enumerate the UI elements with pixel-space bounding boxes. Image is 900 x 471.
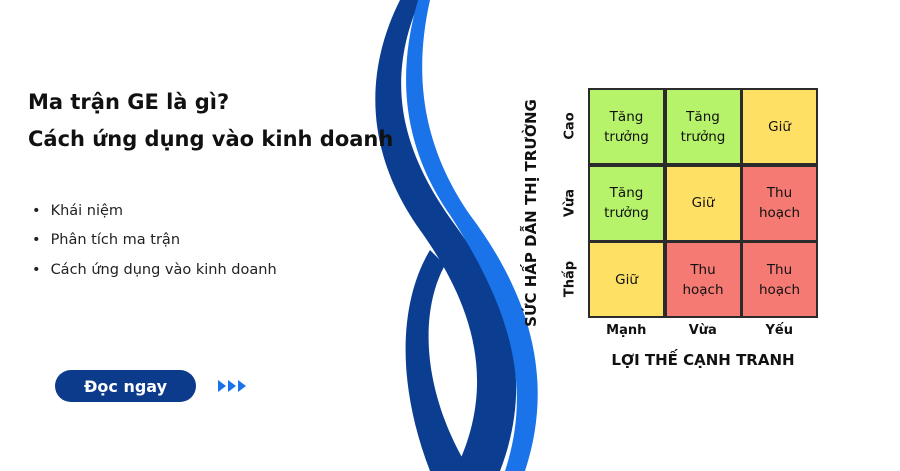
x-axis-label: LỢI THẾ CẠNH TRANH — [611, 351, 795, 369]
matrix-cell: Tăng trưởng — [588, 164, 665, 242]
matrix-cell: Tăng trưởng — [588, 88, 665, 165]
row-label: Thấp — [562, 261, 578, 298]
read-now-button[interactable]: Đọc ngay — [55, 370, 196, 402]
row-label: Cao — [562, 112, 578, 140]
column-label: Yếu — [765, 323, 794, 338]
matrix-cell: Tăng trưởng — [664, 88, 742, 165]
title-line: Ma trận GE là gì? — [28, 90, 230, 114]
matrix-cell: Giữ — [664, 164, 742, 242]
bullet-item: Khái niệm — [32, 203, 124, 219]
matrix-cell: Thu hoạch — [741, 164, 818, 242]
bullet-item: Phân tích ma trận — [32, 232, 180, 248]
ribbon-dark — [375, 0, 517, 471]
title-line: Cách ứng dụng vào kinh doanh — [28, 127, 394, 151]
matrix-cell: Giữ — [588, 241, 665, 318]
ribbon-tail — [405, 250, 470, 471]
arrows-icon — [218, 380, 246, 392]
matrix-cell: Giữ — [741, 88, 818, 165]
column-label: Vừa — [688, 323, 717, 338]
ribbon-light — [406, 0, 538, 471]
y-axis-label: SỨC HẤP DẪN THỊ TRƯỜNG — [522, 99, 540, 327]
row-label: Vừa — [562, 188, 578, 217]
bullet-item: Cách ứng dụng vào kinh doanh — [32, 262, 277, 278]
column-label: Mạnh — [606, 323, 647, 338]
matrix-cell: Thu hoạch — [741, 241, 818, 318]
matrix-cell: Thu hoạch — [664, 241, 742, 318]
